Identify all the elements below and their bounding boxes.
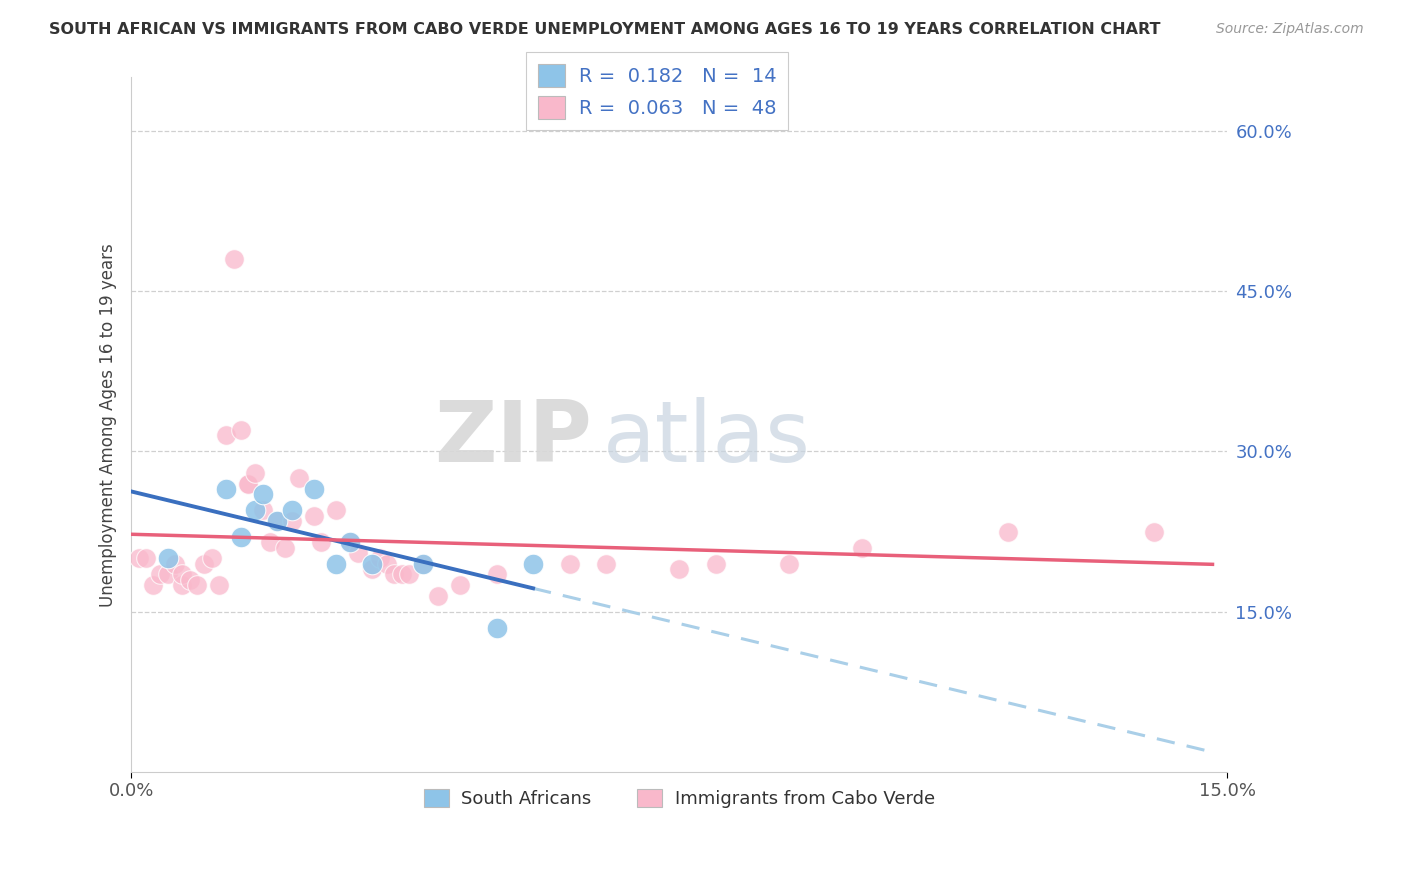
Point <box>135 551 157 566</box>
Point <box>236 476 259 491</box>
Point <box>245 466 267 480</box>
Point <box>236 476 259 491</box>
Point <box>704 557 727 571</box>
Point <box>485 567 508 582</box>
Point <box>325 557 347 571</box>
Point <box>142 578 165 592</box>
Point <box>375 557 398 571</box>
Point <box>172 578 194 592</box>
Point <box>522 557 544 571</box>
Point <box>252 503 274 517</box>
Point <box>165 557 187 571</box>
Point <box>222 252 245 266</box>
Y-axis label: Unemployment Among Ages 16 to 19 years: Unemployment Among Ages 16 to 19 years <box>100 243 117 607</box>
Point <box>449 578 471 592</box>
Point <box>346 546 368 560</box>
Point <box>339 535 361 549</box>
Point <box>179 573 201 587</box>
Point <box>186 578 208 592</box>
Point <box>558 557 581 571</box>
Point <box>156 551 179 566</box>
Point <box>201 551 224 566</box>
Point <box>172 567 194 582</box>
Point <box>156 567 179 582</box>
Point <box>361 557 384 571</box>
Point <box>128 551 150 566</box>
Point <box>398 567 420 582</box>
Point <box>266 514 288 528</box>
Point <box>778 557 800 571</box>
Text: Source: ZipAtlas.com: Source: ZipAtlas.com <box>1216 22 1364 37</box>
Point <box>595 557 617 571</box>
Point <box>391 567 413 582</box>
Point <box>215 482 238 496</box>
Point <box>215 428 238 442</box>
Point <box>361 562 384 576</box>
Point <box>485 621 508 635</box>
Point <box>325 503 347 517</box>
Point <box>229 530 252 544</box>
Point <box>252 487 274 501</box>
Point <box>412 557 434 571</box>
Point <box>149 567 172 582</box>
Point <box>427 589 450 603</box>
Point <box>1143 524 1166 539</box>
Point <box>382 567 405 582</box>
Point <box>851 541 873 555</box>
Text: ZIP: ZIP <box>434 397 592 480</box>
Point <box>412 557 434 571</box>
Point <box>339 535 361 549</box>
Text: SOUTH AFRICAN VS IMMIGRANTS FROM CABO VERDE UNEMPLOYMENT AMONG AGES 16 TO 19 YEA: SOUTH AFRICAN VS IMMIGRANTS FROM CABO VE… <box>49 22 1161 37</box>
Point <box>208 578 231 592</box>
Point <box>245 503 267 517</box>
Point <box>368 551 391 566</box>
Legend: South Africans, Immigrants from Cabo Verde: South Africans, Immigrants from Cabo Ver… <box>416 781 942 815</box>
Point <box>266 514 288 528</box>
Point <box>229 423 252 437</box>
Point <box>302 508 325 523</box>
Point <box>281 514 304 528</box>
Point <box>259 535 281 549</box>
Text: atlas: atlas <box>603 397 810 480</box>
Point <box>281 503 304 517</box>
Point <box>288 471 311 485</box>
Point <box>668 562 690 576</box>
Point <box>997 524 1019 539</box>
Point <box>193 557 215 571</box>
Point <box>309 535 332 549</box>
Point <box>273 541 295 555</box>
Point <box>302 482 325 496</box>
